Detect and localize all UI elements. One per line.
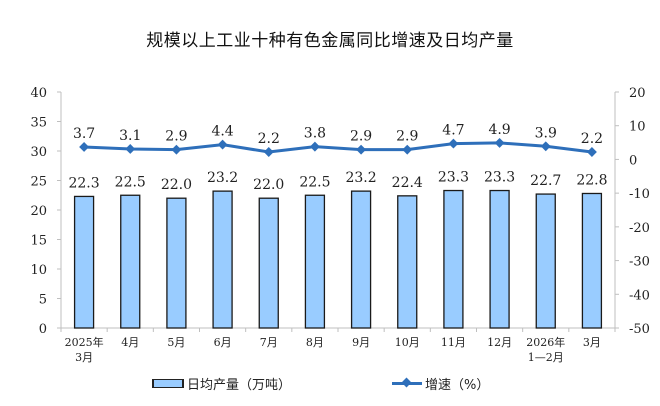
bar xyxy=(120,194,141,329)
bar-value-label: 22.5 xyxy=(299,174,330,190)
legend-item-bar: 日均产量（万吨） xyxy=(152,374,291,393)
line-marker xyxy=(171,144,182,155)
left-axis-tick-label: 20 xyxy=(30,204,47,219)
line-value-label: 2.2 xyxy=(258,131,280,147)
line-marker xyxy=(309,141,320,152)
line-marker xyxy=(402,144,413,155)
left-axis-tick-label: 0 xyxy=(39,322,47,337)
bar-value-label: 22.0 xyxy=(253,177,284,193)
legend-item-line: 增速（%） xyxy=(392,374,489,393)
line-value-label: 4.4 xyxy=(211,124,233,140)
bar-value-label: 23.2 xyxy=(345,170,376,186)
legend-bar-label: 日均产量（万吨） xyxy=(187,378,292,393)
right-axis-tick-label: -50 xyxy=(629,322,650,337)
bar-value-label: 22.7 xyxy=(530,173,561,189)
left-axis-tick-label: 10 xyxy=(30,263,47,278)
legend-line-label: 增速（%） xyxy=(425,378,490,393)
x-axis-category-label: 3月 xyxy=(75,351,93,364)
x-axis-category-label: 11月 xyxy=(441,336,466,349)
bar xyxy=(258,197,279,329)
bar-value-label: 22.0 xyxy=(161,177,192,193)
x-axis-category-label: 12月 xyxy=(487,336,512,349)
line-marker xyxy=(356,144,367,155)
chart-title: 规模以上工业十种有色金属同比增速及日均产量 xyxy=(146,31,514,51)
right-axis-tick-label: 20 xyxy=(629,86,646,101)
bar-value-label: 23.3 xyxy=(438,170,469,186)
bar xyxy=(581,192,603,329)
line-value-label: 4.7 xyxy=(442,123,464,139)
line-value-label: 2.2 xyxy=(581,131,603,147)
right-axis-tick-label: -40 xyxy=(629,288,650,303)
bar xyxy=(166,197,187,329)
line-value-label: 3.8 xyxy=(304,126,326,142)
bar-value-label: 22.8 xyxy=(576,172,607,188)
x-axis-category-label: 2026年 xyxy=(526,335,565,349)
bar xyxy=(350,190,372,329)
right-axis-tick-label: 10 xyxy=(629,120,646,135)
line-marker xyxy=(217,139,228,150)
bar xyxy=(304,194,326,329)
x-axis-category-label: 4月 xyxy=(121,336,139,349)
bar-value-label: 22.5 xyxy=(115,174,146,190)
line-value-label: 3.9 xyxy=(535,125,557,141)
growth-line xyxy=(84,141,593,154)
line-value-label: 3.7 xyxy=(73,126,95,142)
x-axis-category-label: 3月 xyxy=(583,336,601,349)
bar xyxy=(535,193,556,329)
x-axis-category-label: 6月 xyxy=(214,336,232,349)
bar xyxy=(489,189,510,329)
x-axis-category-label: 5月 xyxy=(167,336,185,349)
bar-value-label: 23.2 xyxy=(207,170,238,186)
x-axis-category-label: 7月 xyxy=(260,336,278,349)
line-marker xyxy=(125,144,136,154)
x-axis-category-label: 9月 xyxy=(352,336,370,349)
bar xyxy=(212,190,233,329)
x-axis-category-label: 10月 xyxy=(395,336,420,349)
line-value-label: 3.1 xyxy=(119,128,141,144)
right-axis-tick-label: -20 xyxy=(629,221,650,236)
left-axis-tick-label: 30 xyxy=(30,145,47,160)
bar-value-label: 22.4 xyxy=(392,175,423,191)
left-axis-tick-label: 5 xyxy=(39,293,47,308)
left-axis-tick-label: 35 xyxy=(30,116,47,131)
line-marker xyxy=(494,137,505,148)
line-marker xyxy=(540,141,551,152)
x-axis-category-label: 8月 xyxy=(306,336,324,349)
line-value-label: 2.9 xyxy=(396,129,418,145)
right-axis-tick-label: -10 xyxy=(629,187,650,202)
line-value-label: 4.9 xyxy=(488,122,510,138)
line-value-label: 2.9 xyxy=(165,129,187,145)
x-axis-category-label: 1—2月 xyxy=(528,351,564,364)
left-axis-tick-label: 25 xyxy=(30,175,47,190)
line-marker xyxy=(263,147,274,157)
left-axis-tick-label: 15 xyxy=(30,234,47,249)
bar xyxy=(397,195,418,329)
bar-value-label: 23.3 xyxy=(484,170,515,186)
bar xyxy=(443,189,464,329)
right-axis-tick-label: -30 xyxy=(629,255,650,270)
line-marker xyxy=(586,147,597,157)
bar-value-label: 22.3 xyxy=(68,175,99,191)
bar xyxy=(73,195,95,329)
line-marker xyxy=(79,142,90,152)
x-axis-category-label: 2025年 xyxy=(65,335,104,349)
line-marker xyxy=(448,138,459,149)
line-value-label: 2.9 xyxy=(350,129,372,145)
legend-bar-swatch-icon xyxy=(152,379,184,388)
legend-line-swatch-icon xyxy=(392,382,422,385)
right-axis-tick-label: 0 xyxy=(629,153,637,168)
left-axis-tick-label: 40 xyxy=(30,86,47,101)
